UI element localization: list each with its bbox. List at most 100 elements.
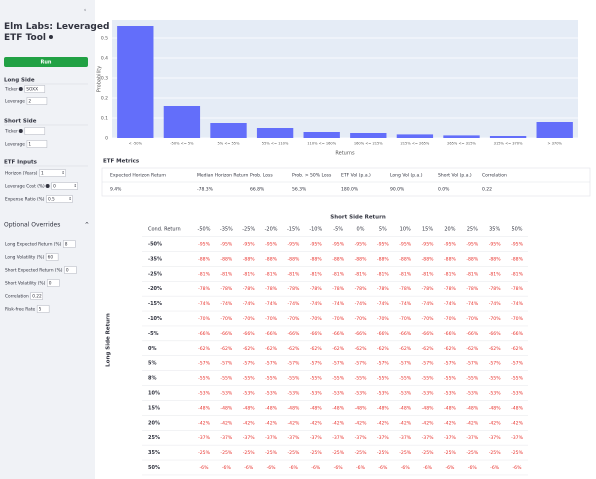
heatmap-cell: -6% (513, 465, 523, 471)
input-box[interactable] (46, 195, 73, 203)
heatmap-cell: -66% (422, 331, 435, 337)
heatmap-cell: -37% (220, 435, 233, 441)
field-label: Horizon (Years) (5, 171, 38, 177)
bar (117, 26, 154, 138)
heatmap-cell: -62% (489, 346, 502, 352)
metric-value: 0.22 (482, 187, 492, 193)
input-box[interactable] (63, 240, 76, 248)
heatmap-cell: -25% (310, 450, 323, 456)
input-value[interactable]: 5 (39, 307, 42, 313)
heatmap-cell: -70% (355, 316, 368, 322)
input-value[interactable]: SOXX (26, 87, 38, 93)
column-header: 35% (489, 227, 500, 233)
metric-value: 90.0% (390, 187, 405, 193)
input-box[interactable] (26, 140, 48, 148)
heatmap-cell: -53% (489, 391, 502, 397)
metric-header: Prob. > 50% Loss (292, 173, 332, 179)
heatmap-cell: -70% (198, 316, 211, 322)
collapse-sidebar[interactable]: ‹ (84, 8, 86, 14)
heatmap-cell: -53% (444, 391, 457, 397)
heatmap-cell: -88% (466, 256, 479, 262)
heatmap-cell: -48% (220, 405, 233, 411)
heatmap-cell: -81% (355, 271, 368, 277)
input-value[interactable]: 1 (41, 171, 44, 177)
input-value[interactable]: 0 (66, 268, 69, 274)
heatmap-cell: -55% (466, 376, 479, 382)
input-value[interactable]: 60 (48, 255, 54, 261)
input-box[interactable] (30, 292, 43, 300)
heatmap-cell: -78% (399, 286, 412, 292)
heatmap-cell: -62% (511, 346, 524, 352)
heatmap-cell: -57% (265, 361, 278, 367)
heatmap-cell: -57% (287, 361, 300, 367)
spinner[interactable]: ⇕ (74, 183, 77, 188)
input-value[interactable]: 0.5 (48, 197, 55, 203)
heatmap-cell: -25% (265, 450, 278, 456)
heatmap-cell: -25% (355, 450, 368, 456)
run-button-label[interactable]: Run (41, 60, 52, 66)
heatmap-cell: -25% (198, 450, 211, 456)
column-header: 50% (511, 227, 522, 233)
heatmap-cell: -95% (489, 242, 502, 248)
input-value[interactable]: 1 (28, 142, 31, 148)
heatmap-cell: -74% (287, 301, 300, 307)
heatmap-cell: -95% (198, 242, 211, 248)
heatmap-cell: -55% (489, 376, 502, 382)
input-box[interactable] (39, 169, 66, 177)
input-box[interactable] (24, 85, 46, 93)
heatmap-cell: -55% (399, 376, 412, 382)
heatmap-cell: -70% (243, 316, 256, 322)
y-tick-label: 0 (105, 136, 108, 142)
heatmap-cell: -78% (243, 286, 256, 292)
input-value[interactable]: 2 (28, 99, 31, 105)
input-value[interactable]: 0 (49, 281, 52, 287)
column-header: -10% (309, 227, 322, 233)
heatmap-cell: -81% (422, 271, 435, 277)
heatmap-cell: -74% (489, 301, 502, 307)
input-box[interactable] (45, 253, 59, 261)
heatmap-cell: -37% (355, 435, 368, 441)
spinner[interactable]: ⇕ (61, 170, 64, 175)
bar (536, 122, 573, 138)
heatmap-cell: -74% (399, 301, 412, 307)
input-box[interactable] (47, 279, 60, 287)
heatmap-cell: -48% (198, 405, 211, 411)
metric-value: 9.4% (110, 187, 122, 193)
heatmap-cell: -81% (265, 271, 278, 277)
heatmap-cell: -53% (310, 391, 323, 397)
input-box[interactable] (24, 127, 46, 135)
heatmap-cell: -95% (399, 242, 412, 248)
heatmap-cell: -74% (332, 301, 345, 307)
field-label: Leverage Cost (%) (5, 184, 45, 190)
heatmap-cell: -70% (287, 316, 300, 322)
input-box[interactable] (26, 97, 48, 105)
input-value[interactable]: 0.22 (32, 294, 42, 300)
heatmap-cell: -53% (466, 391, 479, 397)
column-header: -25% (242, 227, 255, 233)
input-value[interactable]: 0 (53, 184, 56, 190)
row-header: -5% (148, 331, 159, 337)
heatmap-cell: -62% (310, 346, 323, 352)
spinner[interactable]: ⇕ (68, 196, 71, 201)
heatmap-cell: -48% (511, 405, 524, 411)
y-tick-label: 0.5 (101, 36, 108, 42)
collapse-overrides[interactable]: ⌃ (84, 221, 90, 229)
input-value[interactable]: 8 (65, 242, 68, 248)
heatmap-cell: -95% (332, 242, 345, 248)
heatmap-cell: -66% (198, 331, 211, 337)
run-button[interactable] (4, 57, 88, 67)
bar (210, 123, 247, 138)
heatmap-cell: -48% (489, 405, 502, 411)
heatmap-cell: -6% (490, 465, 500, 471)
heatmap-cell: -66% (466, 331, 479, 337)
input-box[interactable] (64, 266, 77, 274)
field-label: Leverage (5, 142, 25, 148)
heatmap-cell: -81% (243, 271, 256, 277)
heatmap-cell: -66% (287, 331, 300, 337)
heatmap-cell: -57% (310, 361, 323, 367)
heatmap-cell: -42% (332, 420, 345, 426)
heatmap-cell: -6% (401, 465, 411, 471)
input-box[interactable] (36, 305, 50, 313)
heatmap-cell: -48% (287, 405, 300, 411)
input-box[interactable] (51, 182, 78, 190)
